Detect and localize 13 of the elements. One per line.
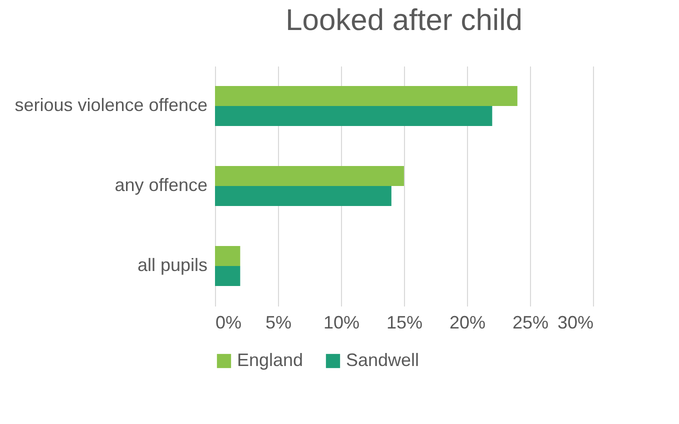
legend-label: Sandwell	[346, 350, 420, 370]
x-tick-label: 5%	[265, 312, 292, 332]
legend-label: England	[237, 350, 304, 370]
x-tick-label: 0%	[216, 312, 242, 332]
x-tick-label: 10%	[323, 312, 360, 332]
y-tick-label: serious violence offence	[14, 95, 208, 115]
x-tick-label: 15%	[386, 312, 423, 332]
chart-title: Looked after child	[286, 4, 522, 37]
x-tick-label: 30%	[557, 312, 594, 332]
y-tick-label: all pupils	[137, 255, 208, 275]
x-tick-label: 20%	[449, 312, 486, 332]
y-tick-label: any offence	[114, 175, 208, 195]
x-tick-label: 25%	[512, 312, 549, 332]
